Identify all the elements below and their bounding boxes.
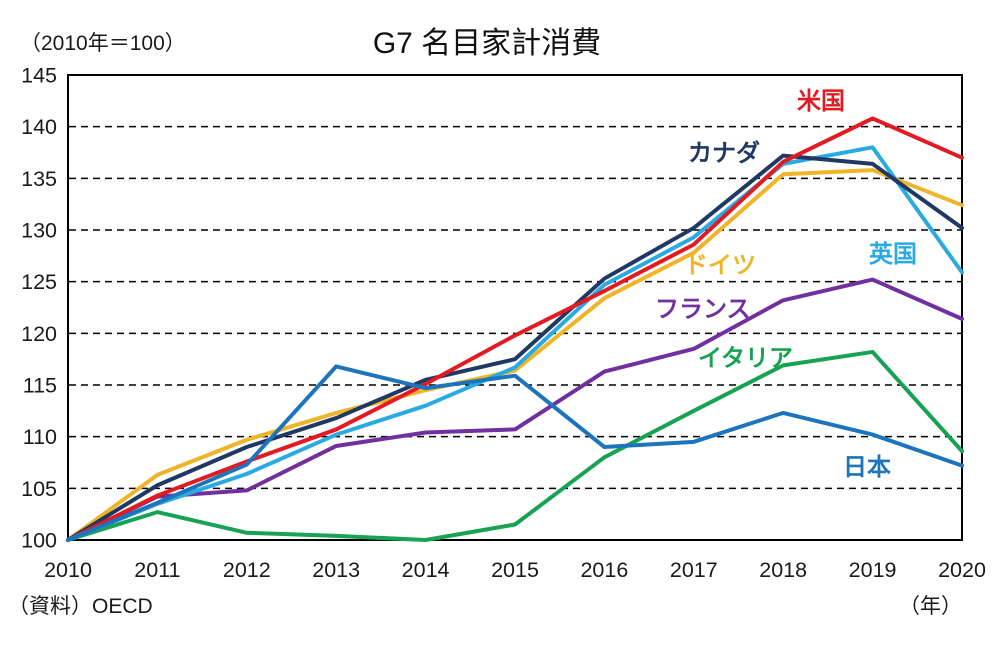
series-line-uk: [66, 145, 964, 542]
x-tick-2018: 2018: [759, 558, 807, 582]
x-tick-2011: 2011: [134, 558, 180, 582]
x-tick-2015: 2015: [491, 558, 539, 582]
index-base-note: （2010年＝100）: [20, 32, 186, 55]
x-tick-2020: 2020: [938, 558, 986, 582]
series-label-usa: 米国: [797, 88, 845, 115]
x-tick-2012: 2012: [223, 558, 271, 582]
series-line-canada: [66, 153, 964, 542]
y-tick-105: 105: [21, 477, 57, 501]
series-label-germany: ドイツ: [684, 252, 756, 279]
x-tick-2017: 2017: [670, 558, 718, 582]
chart-title: G7 名目家計消費: [372, 27, 602, 60]
y-tick-140: 140: [21, 115, 57, 139]
series-line-germany: [66, 168, 964, 542]
y-tick-145: 145: [21, 64, 57, 88]
y-tick-125: 125: [21, 270, 57, 294]
y-tick-135: 135: [21, 167, 57, 191]
source-note: （資料）OECD: [8, 595, 153, 618]
series-label-italy: イタリア: [698, 345, 793, 372]
x-tick-2013: 2013: [312, 558, 360, 582]
series-line-france: [66, 277, 964, 542]
plot-border: [67, 74, 963, 541]
y-tick-120: 120: [21, 322, 57, 346]
y-tick-130: 130: [21, 219, 57, 243]
x-axis-unit-label: （年）: [899, 595, 962, 618]
series-label-uk: 英国: [869, 241, 917, 268]
x-tick-2014: 2014: [402, 558, 450, 582]
series-label-canada: カナダ: [688, 139, 760, 167]
series-line-usa: [66, 116, 964, 542]
series-label-japan: 日本: [843, 454, 891, 481]
series-line-italy: [66, 349, 964, 542]
series-line-japan: [66, 364, 964, 542]
y-tick-115: 115: [23, 374, 57, 398]
x-tick-2019: 2019: [849, 558, 897, 582]
x-tick-2016: 2016: [580, 558, 628, 582]
series-label-france: フランス: [655, 296, 751, 323]
y-tick-110: 110: [23, 425, 57, 449]
x-tick-2010: 2010: [44, 558, 92, 582]
y-tick-100: 100: [21, 529, 57, 553]
